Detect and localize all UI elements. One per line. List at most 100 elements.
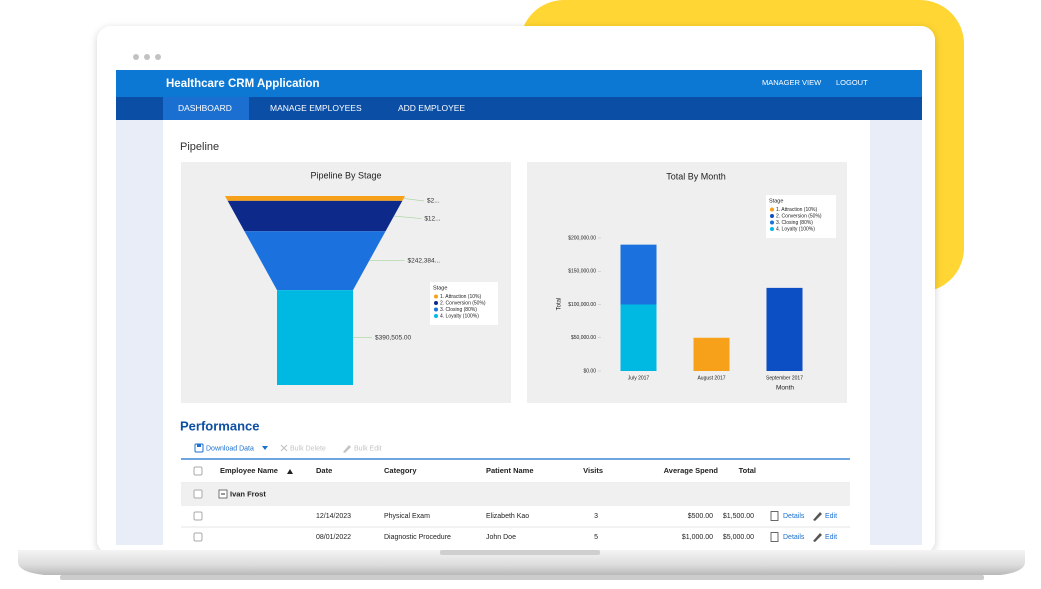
- y-tick-label: $50,000.00: [571, 335, 596, 341]
- checkbox[interactable]: [193, 466, 203, 476]
- window-dot: [144, 54, 150, 60]
- column-header[interactable]: Category: [384, 466, 417, 475]
- y-tick-label: $200,000.00: [568, 235, 596, 241]
- legend-swatch: [770, 214, 774, 218]
- column-header[interactable]: Date: [316, 466, 332, 475]
- details-icon[interactable]: [770, 511, 779, 521]
- funnel-value-label: $2...: [427, 198, 440, 205]
- nav-bar: [116, 97, 922, 120]
- y-tick-label: $0.00: [583, 368, 596, 374]
- cell: 08/01/2022: [316, 534, 351, 541]
- legend-swatch: [434, 294, 438, 299]
- y-axis-label: Total: [557, 298, 563, 311]
- toolbar-button[interactable]: Download Data: [206, 445, 254, 452]
- window-dot: [155, 54, 161, 60]
- download-icon[interactable]: [194, 443, 204, 453]
- laptop-base: [18, 550, 1025, 575]
- legend-title: Stage: [769, 198, 783, 204]
- funnel-value-label: $242,384...: [408, 257, 441, 264]
- cell: John Doe: [486, 534, 516, 541]
- nav-active: [163, 97, 249, 120]
- column-header[interactable]: Employee Name: [220, 466, 278, 475]
- nav-item[interactable]: MANAGE EMPLOYEES: [270, 103, 362, 113]
- toolbar-button: Bulk Delete: [290, 445, 326, 452]
- funnel-segment: [244, 231, 386, 291]
- sort-arrow[interactable]: [287, 469, 293, 474]
- legend-label: 3. Closing (80%): [776, 220, 813, 226]
- column-header[interactable]: Visits: [583, 466, 603, 475]
- legend-title: Stage: [433, 285, 447, 291]
- nav-item[interactable]: ADD EMPLOYEE: [398, 103, 465, 113]
- x-tick-label: September 2017: [766, 375, 803, 381]
- funnel-value-label: $12...: [424, 215, 440, 222]
- row-action[interactable]: Edit: [825, 513, 837, 520]
- cell: 5: [594, 534, 598, 541]
- legend-label: 1. Attraction (10%): [776, 207, 817, 213]
- bar-segment: [620, 244, 657, 305]
- legend-swatch: [434, 314, 438, 318]
- cell: $1,000.00: [682, 534, 713, 541]
- cell: $500.00: [688, 513, 713, 520]
- edit-icon[interactable]: [813, 512, 822, 521]
- bar-segment: [693, 337, 730, 371]
- checkbox[interactable]: [193, 532, 203, 542]
- x-tick-label: August 2017: [697, 375, 725, 381]
- app-title: Healthcare CRM Application: [166, 78, 320, 90]
- dropdown-arrow[interactable]: [262, 446, 268, 450]
- legend-label: 4. Loyalty (100%): [440, 313, 479, 319]
- legend-swatch: [770, 227, 774, 231]
- x-axis-label: Month: [776, 385, 794, 392]
- row-action[interactable]: Edit: [825, 534, 837, 541]
- y-tick-label: $150,000.00: [568, 269, 596, 275]
- row-action[interactable]: Details: [783, 513, 805, 520]
- funnel-segment: [227, 200, 403, 232]
- legend-box: [766, 195, 836, 238]
- laptop-shadow: [60, 575, 984, 580]
- nav-item[interactable]: DASHBOARD: [178, 103, 232, 113]
- funnel-segment: [225, 196, 405, 201]
- bar-segment: [620, 304, 657, 371]
- laptop-notch: [440, 550, 600, 555]
- y-tick-label: $100,000.00: [568, 302, 596, 308]
- column-header[interactable]: Total: [739, 466, 756, 475]
- cell: 3: [594, 513, 598, 520]
- window-dot: [133, 54, 139, 60]
- cell: 12/14/2023: [316, 513, 351, 520]
- legend-label: 3. Closing (80%): [440, 307, 477, 313]
- bar-segment: [766, 287, 803, 371]
- details-icon[interactable]: [770, 532, 779, 542]
- checkbox[interactable]: [193, 489, 203, 499]
- cell: Diagnostic Procedure: [384, 534, 451, 541]
- collapse-icon[interactable]: [218, 489, 228, 499]
- legend-swatch: [770, 207, 774, 212]
- group-row-bg: [181, 483, 850, 506]
- legend-label: 1. Attraction (10%): [440, 294, 481, 300]
- edit-icon: [343, 445, 351, 453]
- chart-title: Pipeline By Stage: [310, 170, 381, 180]
- top-link[interactable]: LOGOUT: [836, 78, 868, 87]
- funnel-value-label: $390,505.00: [375, 334, 412, 341]
- legend-box: [430, 282, 498, 325]
- leader-line: [393, 215, 422, 219]
- row-action[interactable]: Details: [783, 534, 805, 541]
- x-tick-label: July 2017: [628, 375, 650, 381]
- column-header[interactable]: Patient Name: [486, 466, 534, 475]
- edit-icon[interactable]: [813, 533, 822, 542]
- legend-swatch: [434, 301, 438, 305]
- group-name: Ivan Frost: [230, 489, 266, 498]
- column-header[interactable]: Average Spend: [664, 466, 719, 475]
- funnel-segment: [277, 290, 353, 385]
- top-link[interactable]: MANAGER VIEW: [762, 78, 822, 87]
- legend-label: 2. Conversion (50%): [776, 213, 822, 219]
- toolbar-button: Bulk Edit: [354, 445, 382, 452]
- section-heading: Performance: [180, 418, 259, 433]
- section-heading: Pipeline: [180, 141, 219, 153]
- cell: Physical Exam: [384, 513, 430, 520]
- cell: Elizabeth Kao: [486, 513, 529, 520]
- checkbox[interactable]: [193, 511, 203, 521]
- header-bar: [116, 70, 922, 97]
- chart-title: Total By Month: [666, 171, 726, 181]
- legend-swatch: [770, 220, 774, 225]
